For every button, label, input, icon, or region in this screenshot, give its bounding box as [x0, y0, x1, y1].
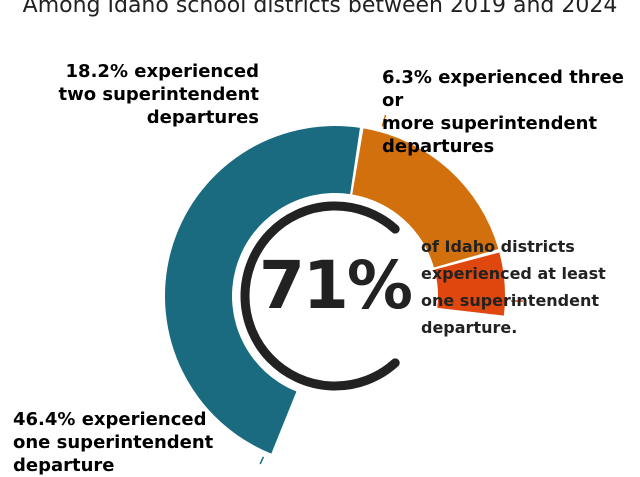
center-description: of Idaho districts experienced at least … [421, 233, 606, 341]
slice-label-one-departure: 46.4% experienced one superintendent dep… [13, 408, 213, 477]
leader-line-one-departure [260, 457, 263, 464]
center-percentage: 71% [259, 247, 411, 324]
slice-label-three-or-more-departures: 6.3% experienced three or more superinte… [382, 66, 640, 158]
slice-label-two-departures: 18.2% experienced two superintendent dep… [59, 60, 260, 129]
